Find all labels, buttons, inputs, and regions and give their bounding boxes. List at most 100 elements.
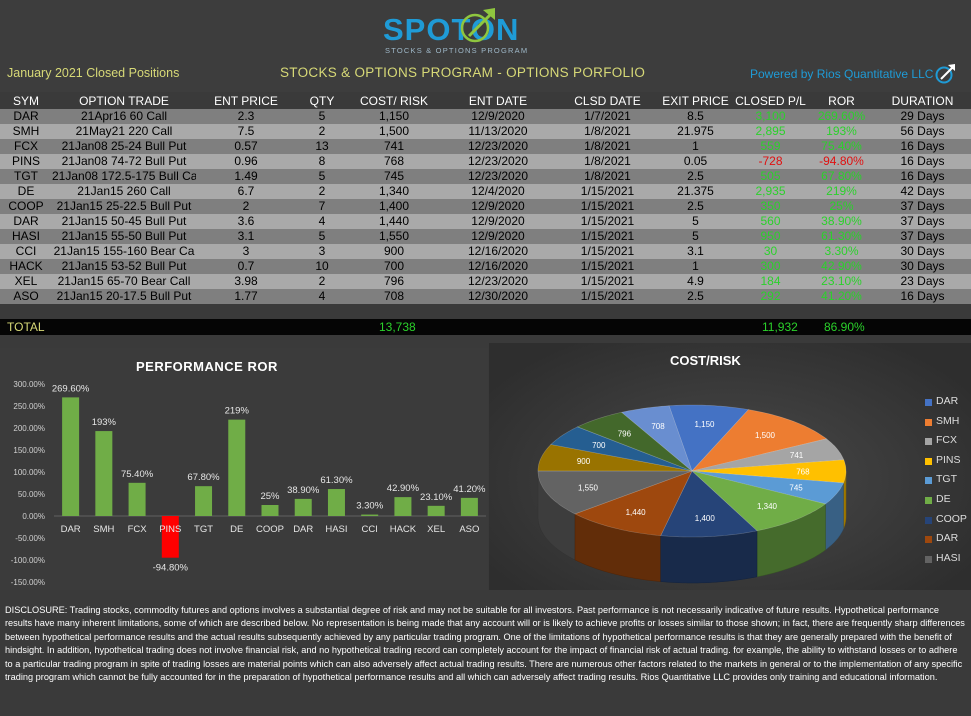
bar-data-label: 269.60% (52, 383, 90, 394)
exit-price-cell: 21.375 (659, 184, 732, 199)
closed-date-cell: 1/8/2021 (556, 154, 659, 169)
symbol-cell: DE (0, 184, 52, 199)
y-tick-label: 300.00% (13, 380, 45, 389)
legend-swatch (925, 555, 932, 563)
symbol-cell: PINS (0, 154, 52, 169)
symbol-cell: TGT (0, 169, 52, 184)
period-label: January 2021 Closed Positions (7, 66, 180, 80)
pl-cell: 30 (732, 244, 809, 259)
legend-label: COOP (936, 512, 967, 525)
y-tick-label: 250.00% (13, 402, 45, 411)
exit-price-cell: 8.5 (659, 109, 732, 124)
duration-cell: 16 Days (874, 139, 971, 154)
bar-data-label: 25% (260, 491, 280, 502)
arrow-up-right-icon (935, 64, 955, 84)
arrow-up-right-icon (460, 8, 495, 43)
pie-slice-aso (621, 405, 693, 472)
x-category-label: COOP (256, 524, 284, 535)
bar-data-label: 23.10% (420, 492, 453, 503)
closed-date-cell: 1/15/2021 (556, 259, 659, 274)
trade-cell: 21Jan08 74-72 Bull Put (52, 154, 196, 169)
pie-slice-hack (550, 426, 693, 472)
bar-data-label: 75.40% (121, 469, 154, 480)
duration-cell: 30 Days (874, 244, 971, 259)
entry-date-cell: 12/16/2020 (440, 244, 556, 259)
pie-data-label: 1,150 (694, 420, 715, 429)
cost-cell: 900 (348, 244, 440, 259)
trade-cell: 21May21 220 Call (52, 124, 196, 139)
pie-slice-de (691, 470, 827, 532)
duration-cell: 37 Days (874, 199, 971, 214)
disclosure-text: DISCLOSURE: Trading stocks, commodity fu… (5, 605, 965, 683)
cost-cell: 1,550 (348, 229, 440, 244)
x-category-label: SMH (93, 524, 114, 535)
cost-cell: 745 (348, 169, 440, 184)
column-header: DURATION (874, 93, 971, 109)
pie-data-label: 1,550 (578, 483, 599, 492)
trade-cell: 21Jan08 25-24 Bull Put (52, 139, 196, 154)
duration-cell: 56 Days (874, 124, 971, 139)
legend-label: PINS (936, 453, 961, 466)
bar-hasi (327, 489, 345, 516)
ror-cell: 25% (809, 199, 874, 214)
duration-cell: 16 Days (874, 154, 971, 169)
y-tick-label: 150.00% (13, 446, 45, 455)
entry-price-cell: 7.5 (196, 124, 296, 139)
pie-data-label: 900 (577, 457, 591, 466)
pie-chart-title: COST/RISK (670, 353, 741, 368)
entry-price-cell: 3.1 (196, 229, 296, 244)
legend-swatch (925, 457, 932, 465)
pie-slice-tgt (691, 470, 844, 505)
exit-price-cell: 2.5 (659, 289, 732, 304)
cost-cell: 708 (348, 289, 440, 304)
pl-cell: 350 (732, 199, 809, 214)
legend-label: DE (936, 492, 951, 505)
pie-chart-svg: 1,150 1,500 741 768 745 1,340 1,400 1,440 1,550 9… (537, 404, 847, 584)
ror-cell: 23.10% (809, 274, 874, 289)
x-category-label: CCI (362, 524, 378, 535)
bar-fcx (128, 482, 146, 516)
pie-slice-coop (660, 470, 758, 538)
pie-data-label: 1,400 (695, 514, 716, 523)
entry-price-cell: 0.7 (196, 259, 296, 274)
entry-price-cell: 3.6 (196, 214, 296, 229)
closed-date-cell: 1/8/2021 (556, 124, 659, 139)
pl-cell: 560 (732, 214, 809, 229)
powered-by-link[interactable]: Powered by Rios Quantitative LLC (750, 67, 934, 81)
y-tick-label: 50.00% (18, 490, 45, 499)
column-header: SYM (0, 93, 52, 109)
cost-cell: 1,440 (348, 214, 440, 229)
x-category-label: HASI (325, 524, 347, 535)
qty-cell: 4 (296, 289, 348, 304)
entry-price-cell: 3 (196, 244, 296, 259)
bar-data-label: 67.80% (187, 472, 220, 483)
entry-date-cell: 12/30/2020 (440, 289, 556, 304)
trade-cell: 21Jan15 155-160 Bear Ca (52, 244, 196, 259)
duration-cell: 37 Days (874, 229, 971, 244)
pie-data-label: 796 (618, 429, 632, 438)
table-row: FCX 21Jan08 25-24 Bull Put 0.57 13 741 12/23/… (0, 139, 971, 154)
bar-tgt (195, 486, 213, 516)
table-row: DE 21Jan15 260 Call 6.7 2 1,340 12/4/2020 1/15… (0, 184, 971, 199)
trade-cell: 21Jan15 50-45 Bull Put (52, 214, 196, 229)
qty-cell: 5 (296, 169, 348, 184)
x-category-label: DAR (61, 524, 81, 535)
column-header: ENT PRICE (196, 93, 296, 109)
legend-swatch (925, 516, 932, 524)
table-row: PINS 21Jan08 74-72 Bull Put 0.96 8 768 12/23/… (0, 154, 971, 169)
closed-date-cell: 1/8/2021 (556, 139, 659, 154)
pl-cell: 300 (732, 259, 809, 274)
exit-price-cell: 3.1 (659, 244, 732, 259)
closed-date-cell: 1/15/2021 (556, 229, 659, 244)
bar-dar (62, 397, 80, 516)
column-header: CLOSED P/L (732, 93, 809, 109)
x-category-label: TGT (194, 524, 213, 535)
legend-swatch (925, 496, 932, 504)
y-tick-label: 0.00% (22, 512, 45, 521)
spoton-logo: SPOTON STOCKS & OPTIONS PROGRAM (383, 6, 527, 56)
ror-cell: 269.60% (809, 109, 874, 124)
column-header: EXIT PRICE (659, 93, 732, 109)
symbol-cell: ASO (0, 289, 52, 304)
pie-slice-pins (691, 459, 847, 484)
pl-cell: 505 (732, 169, 809, 184)
